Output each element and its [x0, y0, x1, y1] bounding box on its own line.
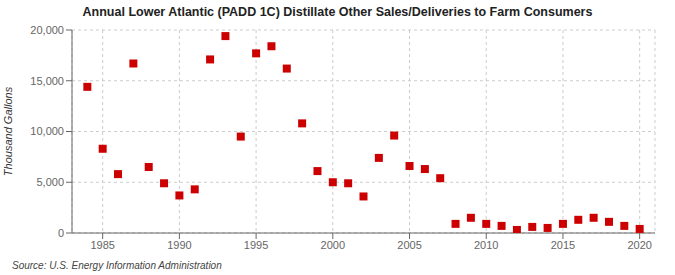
svg-text:15,000: 15,000 [30, 75, 64, 87]
svg-text:1990: 1990 [167, 239, 191, 251]
svg-text:2020: 2020 [627, 239, 651, 251]
svg-text:0: 0 [58, 227, 64, 239]
svg-text:2005: 2005 [397, 239, 421, 251]
svg-text:1985: 1985 [90, 239, 114, 251]
svg-text:2000: 2000 [321, 239, 345, 251]
svg-text:10,000: 10,000 [30, 125, 64, 137]
svg-text:1995: 1995 [244, 239, 268, 251]
html-text:Annual Lower Atlantic (PADD 1C: Annual Lower Atlantic (PADD 1C) Distilla… [82, 5, 593, 19]
svg-text:Thousand Gallons: Thousand Gallons [8, 86, 14, 176]
svg-text:5,000: 5,000 [36, 176, 64, 188]
svg-text:2015: 2015 [551, 239, 575, 251]
svg-text:2010: 2010 [474, 239, 498, 251]
svg-text:20,000: 20,000 [30, 24, 64, 36]
html-text:Source: U.S. Energy Informatio: Source: U.S. Energy Information Administ… [12, 260, 222, 271]
